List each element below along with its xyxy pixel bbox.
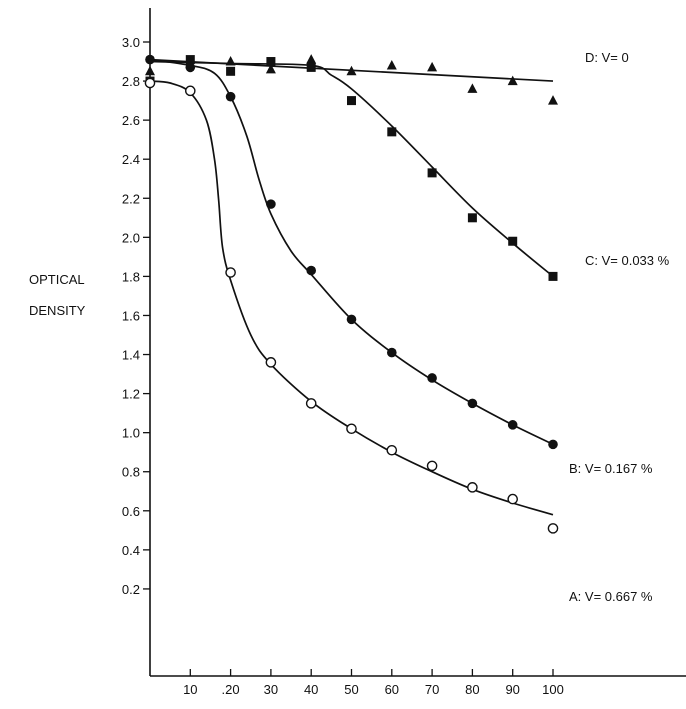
y-tick-label: 1.6 [122,308,140,323]
data-point-square [508,236,518,246]
data-point-open-circle [386,444,398,456]
y-axis-title-line: OPTICAL [29,272,85,287]
data-point-filled-circle [306,265,317,276]
x-tick-label: 50 [344,682,358,697]
x-tick-label: 30 [264,682,278,697]
data-point-open-circle [507,493,519,505]
data-point-square [266,57,276,67]
data-point-filled-circle [346,314,357,325]
data-point-square [306,62,316,72]
data-point-open-circle [467,482,478,493]
x-tick-label: 40 [304,682,318,697]
series-label: A: V= 0.667 % [569,589,653,604]
data-point-filled-circle [225,91,236,102]
data-point-filled-circle [467,398,478,409]
data-point-triangle [306,54,317,64]
data-point-square [548,271,558,281]
data-point-open-circle [184,85,196,97]
data-point-open-circle [547,523,559,534]
y-tick-label: 3.0 [122,35,140,50]
data-point-triangle [427,61,438,72]
y-tick-label: 0.2 [122,582,140,597]
series-label: C: V= 0.033 % [585,253,670,268]
x-tick-label: 70 [425,682,439,697]
y-tick-label: 0.8 [122,465,140,480]
y-tick-label: 2.2 [122,191,140,206]
data-point-filled-circle [387,347,397,358]
data-point-triangle [467,83,478,93]
data-point-open-circle [265,357,277,368]
data-point-open-circle [225,267,236,278]
data-point-filled-circle [548,439,558,450]
data-point-filled-circle [507,420,518,430]
y-tick-label: 0.6 [122,504,140,519]
series-curve [149,58,554,446]
axes: 0.2 0.4 0.6 0.8 1.0 1.2 1.4 1.6 1.8 2.0 2.2 2.4 2.6 2… [122,8,686,697]
y-tick-label: 2.8 [122,74,140,89]
markers [144,54,559,534]
series-label: D: V= 0 [585,50,629,65]
data-point-filled-circle [185,62,196,73]
y-tick-label: 1.2 [122,387,140,402]
data-point-square [467,213,477,223]
data-point-triangle [225,56,236,66]
x-tick-label: .20 [222,682,240,697]
y-axis-title-line: DENSITY [29,303,86,318]
series-curve [149,60,554,278]
y-tick-label: 2.4 [122,152,140,167]
y-tick-label: 2.0 [122,230,140,245]
data-point-square [427,168,437,178]
data-point-open-circle [346,423,357,435]
data-point-triangle [346,65,357,76]
y-tick-label: 2.6 [122,113,140,128]
y-tick-label: 1.8 [122,269,140,284]
data-point-triangle [265,63,276,74]
data-point-square [185,55,195,65]
series-curve [149,80,554,516]
curves [149,58,554,516]
y-tick-label: 1.0 [122,426,140,441]
data-point-square [226,66,236,76]
x-tick-label: 100 [542,682,564,697]
data-point-filled-circle [427,373,437,383]
data-point-open-circle [305,398,317,409]
x-tick-label: 60 [385,682,399,697]
y-tick-label: 1.4 [122,348,140,363]
data-point-triangle [145,65,155,76]
data-point-triangle [386,59,397,70]
series-label: B: V= 0.167 % [569,461,653,476]
data-point-open-circle [144,77,156,89]
y-tick-label: 0.4 [122,543,140,558]
data-point-triangle [548,95,558,105]
x-tick-label: 90 [505,682,519,697]
data-point-filled-circle [266,199,276,209]
data-point-triangle [507,75,518,86]
x-tick-label: 80 [465,682,479,697]
x-tick-label: 10 [183,682,197,697]
data-point-square [347,96,356,106]
data-point-filled-circle [145,54,155,65]
data-point-square [387,127,397,137]
data-point-open-circle [426,460,438,472]
